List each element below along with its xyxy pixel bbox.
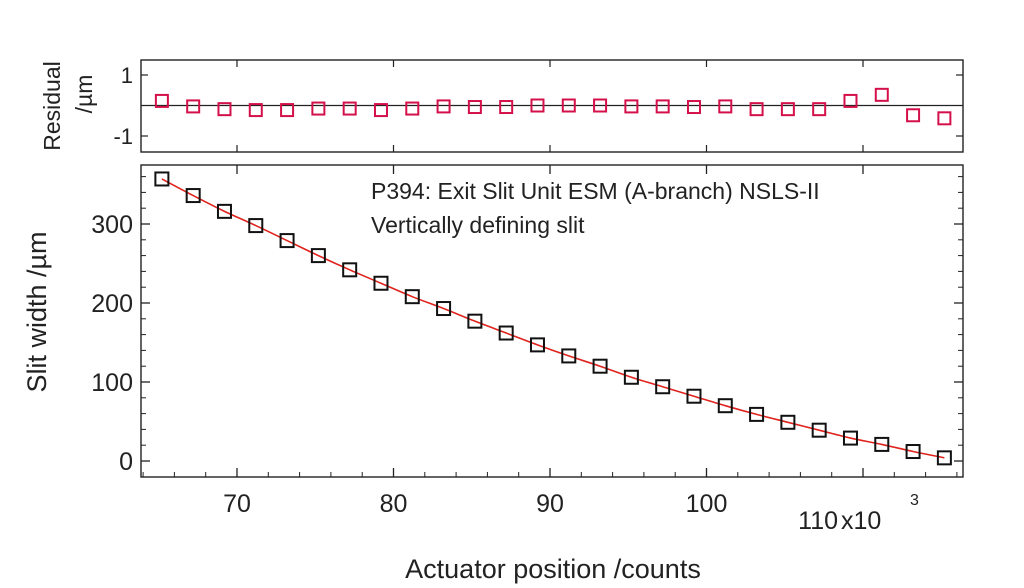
data-point xyxy=(936,450,952,466)
data-point xyxy=(529,337,545,353)
data-point xyxy=(811,422,827,438)
x-scale-label: x10 xyxy=(841,507,881,535)
residual-y-title-line1: Residual xyxy=(39,61,65,151)
residual-point xyxy=(499,100,514,115)
fit-curve xyxy=(161,178,945,459)
x-tick-label: 100 xyxy=(686,490,728,518)
residual-point xyxy=(154,93,169,108)
residual-point xyxy=(686,100,701,115)
data-point xyxy=(279,233,295,249)
residual-point xyxy=(655,99,670,114)
x-tick-label: 70 xyxy=(223,490,251,518)
x-scale-exponent: 3 xyxy=(910,492,919,509)
residual-point xyxy=(624,99,639,114)
residual-point xyxy=(467,100,482,115)
data-point xyxy=(310,248,326,264)
residual-point xyxy=(248,103,263,118)
residual-point xyxy=(812,102,827,117)
data-point xyxy=(248,218,264,234)
residual-point xyxy=(780,102,795,117)
data-point xyxy=(154,171,170,187)
data-point xyxy=(185,188,201,204)
y-tick-label: 300 xyxy=(91,211,133,239)
residual-point xyxy=(217,102,232,117)
residual-point xyxy=(280,103,295,118)
residual-point xyxy=(843,93,858,108)
data-point xyxy=(216,203,232,219)
residual-point xyxy=(749,102,764,117)
residual-point xyxy=(874,87,889,102)
y-tick-label: 200 xyxy=(91,290,133,318)
data-point xyxy=(342,262,358,278)
x-tick-label: 110 xyxy=(798,507,838,535)
x-axis-ticks: 70 80 90 100 110 xyxy=(142,165,958,535)
data-point xyxy=(592,358,608,374)
data-point xyxy=(436,301,452,317)
data-markers xyxy=(154,171,952,466)
residual-point xyxy=(405,101,420,116)
residual-point xyxy=(311,101,326,116)
data-point xyxy=(686,388,702,404)
annotation-line-1: P394: Exit Slit Unit ESM (A-branch) NSLS… xyxy=(371,178,820,204)
residual-point xyxy=(561,98,576,113)
residual-point xyxy=(373,103,388,118)
data-point xyxy=(655,379,671,395)
residual-panel: 1 -1 Residual /µm xyxy=(39,59,964,153)
residual-point xyxy=(718,99,733,114)
data-point xyxy=(498,325,514,341)
x-tick-label: 90 xyxy=(536,490,564,518)
residual-point xyxy=(342,101,357,116)
residual-point xyxy=(186,99,201,114)
residual-point xyxy=(906,108,921,123)
data-point xyxy=(905,444,921,460)
data-point xyxy=(623,369,639,385)
residual-y-ticks: 1 -1 xyxy=(113,60,963,152)
y-tick-label: 100 xyxy=(91,369,133,397)
main-plot-frame xyxy=(140,164,964,478)
y-axis-title: Slit width /µm xyxy=(22,231,52,392)
data-point xyxy=(404,289,420,305)
data-point xyxy=(780,414,796,430)
residual-point xyxy=(593,98,608,113)
residual-point xyxy=(530,98,545,113)
annotation-line-2: Vertically defining slit xyxy=(371,212,585,238)
residual-markers xyxy=(154,87,952,126)
x-tick-label: 80 xyxy=(380,490,408,518)
data-point xyxy=(749,406,765,422)
data-point xyxy=(561,348,577,364)
y-tick-label: 0 xyxy=(119,448,133,476)
data-point xyxy=(467,313,483,329)
residual-point xyxy=(436,99,451,114)
y-axis-ticks: 0 100 200 300 xyxy=(91,176,963,476)
data-point xyxy=(842,430,858,446)
residual-point xyxy=(937,111,952,126)
residual-y-tick-label: -1 xyxy=(113,124,133,149)
data-point xyxy=(874,436,890,452)
residual-y-tick-label: 1 xyxy=(121,63,133,88)
main-panel: 70 80 90 100 110 0 100 200 300 P394: Exit Slit … xyxy=(22,164,964,584)
x-axis-title: Actuator position /counts xyxy=(405,554,701,584)
residual-y-title-line2: /µm xyxy=(71,75,97,114)
data-point xyxy=(717,398,733,414)
data-point xyxy=(373,275,389,291)
